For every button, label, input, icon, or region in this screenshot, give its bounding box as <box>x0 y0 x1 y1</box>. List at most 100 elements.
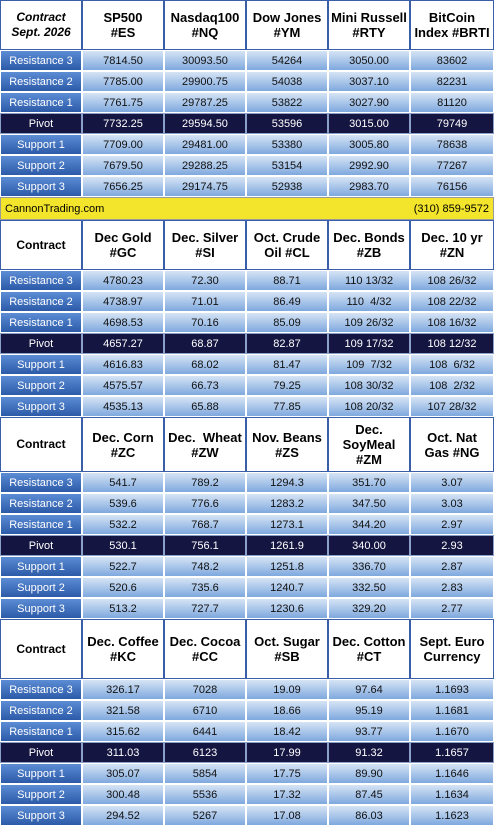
value-cell: 53596 <box>246 113 328 134</box>
row-label: Pivot <box>0 333 82 354</box>
value-cell: 351.70 <box>328 472 410 493</box>
row-label: Resistance 2 <box>0 291 82 312</box>
value-cell: 768.7 <box>164 514 246 535</box>
value-cell: 3027.90 <box>328 92 410 113</box>
row-label: Support 3 <box>0 805 82 826</box>
row-label: Support 1 <box>0 763 82 784</box>
value-cell: 29787.25 <box>164 92 246 113</box>
value-cell: 1251.8 <box>246 556 328 577</box>
value-cell: 332.50 <box>328 577 410 598</box>
value-cell: 29288.25 <box>164 155 246 176</box>
row-label: Support 2 <box>0 155 82 176</box>
value-cell: 3037.10 <box>328 71 410 92</box>
value-cell: 539.6 <box>82 493 164 514</box>
value-cell: 748.2 <box>164 556 246 577</box>
value-cell: 81.47 <box>246 354 328 375</box>
value-cell: 305.07 <box>82 763 164 784</box>
value-cell: 82.87 <box>246 333 328 354</box>
header-text: Dec. 10 yr <box>421 230 483 245</box>
value-cell: 3050.00 <box>328 50 410 71</box>
value-cell: 3005.80 <box>328 134 410 155</box>
header-cell: Dec. Silver #SI <box>164 220 246 270</box>
value-cell: 109 17/32 <box>328 333 410 354</box>
header-text: #ZN <box>439 245 465 260</box>
header-text: #ZW <box>191 444 219 460</box>
value-cell: 4738.97 <box>82 291 164 312</box>
value-cell: 1.1623 <box>410 805 494 826</box>
value-cell: 29174.75 <box>164 176 246 197</box>
row-label: Resistance 1 <box>0 92 82 113</box>
value-cell: 2.93 <box>410 535 494 556</box>
site: CannonTrading.com <box>5 203 105 215</box>
value-cell: 78638 <box>410 134 494 155</box>
value-cell: 17.32 <box>246 784 328 805</box>
value-cell: 19.09 <box>246 679 328 700</box>
value-cell: 108 2/32 <box>410 375 494 396</box>
header-text: SoyMeal <box>342 437 396 452</box>
value-cell: 315.62 <box>82 721 164 742</box>
value-cell: 756.1 <box>164 535 246 556</box>
header-text: #SI <box>195 245 215 260</box>
value-cell: 77.85 <box>246 396 328 417</box>
value-cell: 5854 <box>164 763 246 784</box>
row-label: Pivot <box>0 535 82 556</box>
header-text: #NQ <box>191 25 219 40</box>
value-cell: 4657.27 <box>82 333 164 354</box>
value-cell: 66.73 <box>164 375 246 396</box>
value-cell: 6123 <box>164 742 246 763</box>
row-label: Support 3 <box>0 396 82 417</box>
header-cell: SP500 #ES <box>82 0 164 50</box>
header-cell: Contract <box>0 220 82 270</box>
value-cell: 344.20 <box>328 514 410 535</box>
value-cell: 79.25 <box>246 375 328 396</box>
header-text: Dec. Coffee <box>87 634 159 649</box>
value-cell: 1.1634 <box>410 784 494 805</box>
header-cell: Contract Sept. 2026 <box>0 0 82 50</box>
header-cell: Dec. Wheat #ZW <box>164 417 246 472</box>
value-cell: 18.66 <box>246 700 328 721</box>
row-label: Resistance 2 <box>0 493 82 514</box>
header-text: Oct. Sugar <box>254 634 320 649</box>
header-text: SP500 <box>103 10 143 25</box>
value-cell: 108 16/32 <box>410 312 494 333</box>
value-cell: 87.45 <box>328 784 410 805</box>
header-text: #ES <box>110 25 136 40</box>
header-text: #CC <box>191 649 218 664</box>
value-cell: 3.07 <box>410 472 494 493</box>
header-text: Sept. Euro <box>419 634 485 649</box>
value-cell: 1283.2 <box>246 493 328 514</box>
header-cell: Sept. Euro Currency <box>410 619 494 679</box>
value-cell: 735.6 <box>164 577 246 598</box>
header-text: #ZS <box>275 444 299 460</box>
value-cell: 7709.00 <box>82 134 164 155</box>
header-text: Nasdaq100 <box>170 10 240 25</box>
header-text: #SB <box>274 649 300 664</box>
value-cell: 29900.75 <box>164 71 246 92</box>
row-label: Pivot <box>0 742 82 763</box>
header-text: Dec. Silver <box>171 230 239 245</box>
value-cell: 513.2 <box>82 598 164 619</box>
value-cell: 53380 <box>246 134 328 155</box>
header-text: Dec. Wheat <box>168 429 242 445</box>
value-cell: 108 22/32 <box>410 291 494 312</box>
header-text: #CT <box>356 649 382 664</box>
value-cell: 1261.9 <box>246 535 328 556</box>
header-cell: Contract <box>0 417 82 472</box>
row-label: Resistance 3 <box>0 50 82 71</box>
value-cell: 91.32 <box>328 742 410 763</box>
value-cell: 18.42 <box>246 721 328 742</box>
header-cell: Dec Gold #GC <box>82 220 164 270</box>
value-cell: 68.02 <box>164 354 246 375</box>
header-text: Sept. 2026 <box>11 25 71 39</box>
value-cell: 3.03 <box>410 493 494 514</box>
value-cell: 1240.7 <box>246 577 328 598</box>
value-cell: 5267 <box>164 805 246 826</box>
value-cell: 95.19 <box>328 700 410 721</box>
header-cell: Dec. Corn #ZC <box>82 417 164 472</box>
value-cell: 2992.90 <box>328 155 410 176</box>
header-text: Dec Gold <box>94 230 152 245</box>
value-cell: 789.2 <box>164 472 246 493</box>
value-cell: 108 6/32 <box>410 354 494 375</box>
header-cell: Dec. SoyMeal #ZM <box>328 417 410 472</box>
value-cell: 530.1 <box>82 535 164 556</box>
